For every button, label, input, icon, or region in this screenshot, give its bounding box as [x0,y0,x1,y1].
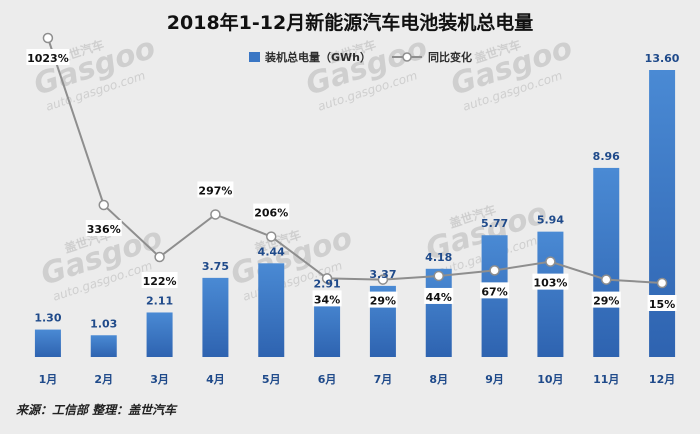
yoy-marker [433,270,444,282]
bar-value-label: 5.94 [537,214,564,227]
x-tick-label: 11月 [593,373,619,386]
yoy-label: 44% [426,291,452,304]
yoy-marker [377,274,389,285]
bar-value-label: 5.77 [481,217,508,230]
bar-value-label: 1.30 [34,312,61,325]
yoy-label-box [591,291,621,308]
yoy-marker [154,251,165,263]
bar-value-label: 1.03 [90,317,117,330]
yoy-marker [656,277,668,289]
bar-value-label: 4.44 [258,245,285,258]
x-tick-label: 10月 [537,373,563,386]
x-axis-ticks: 1月 2月 3月 4月 5月 6月 7月 8月 9月 10月 11月 12月 [39,373,676,386]
yoy-label: 297% [198,184,232,197]
bar-value-label: 3.37 [369,268,396,281]
bar-value-label: 2.91 [314,278,341,291]
yoy-label: 34% [314,293,340,306]
yoy-label: 15% [649,298,675,311]
x-tick-label: 9月 [485,373,504,386]
bars-layer [34,70,676,357]
yoy-label-box [647,295,677,311]
yoy-label: 29% [593,295,619,308]
yoy-marker [545,256,556,267]
x-tick-label: 7月 [374,373,393,386]
yoy-marker [210,209,221,220]
bar-4月 [202,277,229,357]
yoy-label: 122% [143,275,177,288]
yoy-label-box [253,203,290,220]
bar-8月 [425,268,452,357]
legend-bar-swatch [249,52,260,62]
yoy-marker [321,273,333,284]
yoy-marker [601,274,612,285]
yoy-label: 29% [370,295,396,308]
yoy-label-box [480,282,510,299]
labels-layer: 1.30 1.03 2.11 3.75 4.44 2.91 3.37 4.18 5.77 5.94… [26,49,680,330]
legend-line-label: 同比变化 [428,50,472,64]
legend-line-marker [402,52,412,62]
x-tick-label: 2月 [94,373,113,386]
bar-value-label: 8.96 [593,150,620,163]
bar-10月 [537,231,564,357]
x-tick-label: 8月 [429,373,448,386]
bar-5月 [258,263,285,357]
x-tick-label: 12月 [649,373,675,386]
yoy-label-box [368,291,398,308]
chart-title: 2018年1-12月新能源汽车电池装机总电量 [167,11,533,34]
yoy-marker [42,32,54,44]
yoy-label-box [312,290,342,307]
yoy-label: 1023% [27,52,69,65]
yoy-marker [98,199,109,211]
bar-11月 [593,167,620,357]
yoy-label: 206% [254,207,288,220]
yoy-marker [266,231,277,242]
yoy-label-box [532,273,569,290]
yoy-marker [489,265,500,276]
legend-bar-label: 装机总电量（GWh） [264,50,371,64]
x-tick-label: 1月 [39,373,58,386]
bar-12月 [649,70,676,357]
x-tick-label: 4月 [206,373,225,386]
bar-3月 [146,312,173,357]
bar-value-label: 2.11 [146,294,173,307]
x-tick-label: 3月 [150,373,169,386]
yoy-label-box [85,219,122,236]
yoy-label: 103% [533,277,567,290]
yoy-label-box [141,271,178,288]
yoy-label-box [197,181,234,198]
yoy-label: 336% [87,223,121,236]
x-tick-label: 6月 [318,373,337,386]
bar-1月 [34,329,61,357]
legend: 装机总电量（GWh） 同比变化 [249,50,472,64]
x-tick-label: 5月 [262,373,281,386]
line-layer [42,32,668,289]
source-note: 来源：工信部 整理：盖世汽车 [16,403,178,417]
bar-value-label: 4.18 [425,251,452,264]
bar-value-label: 13.60 [645,52,680,65]
yoy-label-box [424,287,454,304]
bar-2月 [90,335,117,357]
yoy-line [46,37,663,284]
yoy-label: 67% [481,285,507,298]
bar-value-label: 3.75 [202,260,229,273]
yoy-label-box [26,49,70,65]
